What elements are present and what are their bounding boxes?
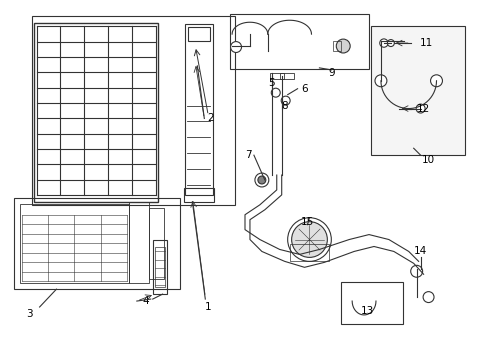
Text: 11: 11	[419, 38, 432, 48]
Circle shape	[230, 41, 241, 53]
Bar	[20, 204, 129, 283]
Text: 5: 5	[268, 78, 275, 88]
Bar	[152, 239, 166, 294]
Bar	[185, 24, 213, 195]
Circle shape	[287, 218, 331, 261]
Text: 14: 14	[413, 247, 427, 256]
Bar	[269, 73, 283, 79]
Circle shape	[415, 104, 424, 113]
Text: 9: 9	[327, 68, 334, 78]
Circle shape	[291, 222, 326, 257]
Text: 4: 4	[142, 296, 149, 306]
Text: 3: 3	[26, 309, 33, 319]
Text: 2: 2	[206, 113, 213, 123]
Bar	[230, 14, 368, 69]
Circle shape	[254, 173, 268, 187]
Text: 1: 1	[204, 302, 211, 312]
Text: 12: 12	[416, 104, 429, 113]
Bar	[333, 41, 341, 51]
Circle shape	[386, 40, 393, 46]
Bar	[32, 16, 235, 205]
Text: 13: 13	[360, 306, 373, 316]
Circle shape	[374, 75, 386, 87]
Bar	[184, 188, 214, 202]
Text: 10: 10	[421, 155, 434, 165]
Text: 15: 15	[300, 217, 313, 227]
Bar	[188, 27, 210, 41]
Circle shape	[257, 176, 265, 184]
Circle shape	[410, 265, 422, 277]
Bar	[289, 243, 328, 261]
Text: 7: 7	[244, 150, 251, 160]
Text: 8: 8	[281, 100, 287, 111]
Text: 6: 6	[301, 84, 307, 94]
Bar	[154, 247, 164, 287]
Circle shape	[336, 39, 349, 53]
Bar	[34, 23, 157, 202]
Circle shape	[281, 96, 289, 105]
Circle shape	[379, 39, 387, 47]
Bar	[279, 73, 293, 79]
Circle shape	[422, 292, 433, 302]
Bar	[341, 282, 402, 324]
Bar	[14, 198, 180, 289]
Circle shape	[429, 75, 442, 87]
Bar	[148, 208, 163, 279]
Bar	[129, 202, 148, 283]
Bar	[370, 26, 464, 155]
Circle shape	[271, 88, 280, 97]
